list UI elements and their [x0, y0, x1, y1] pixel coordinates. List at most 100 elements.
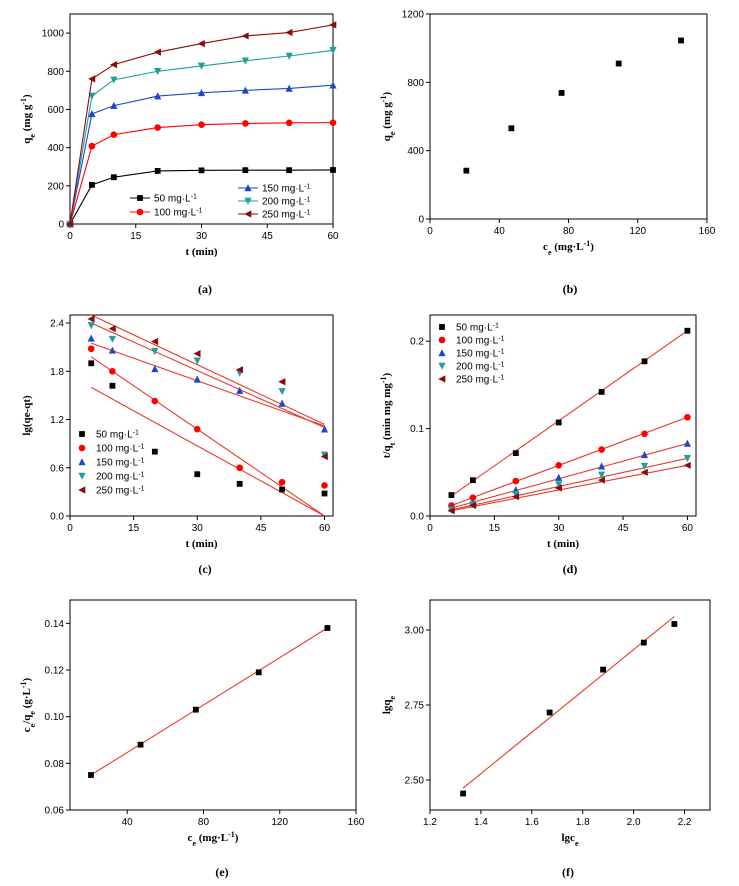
data-point [88, 772, 94, 778]
data-point [329, 119, 337, 126]
y-axis-title: lgqe [381, 695, 397, 714]
x-tick-label: 0 [67, 231, 73, 242]
legend-label: 100 mg·L-1 [96, 443, 145, 455]
legend-marker [439, 324, 445, 330]
y-tick-label: 400 [47, 143, 64, 154]
series-line-2 [69, 122, 334, 225]
data-point [137, 741, 144, 748]
data-point [193, 375, 201, 383]
data-point [88, 110, 96, 118]
data-point [279, 486, 285, 493]
legend-marker [438, 336, 446, 344]
data-point [193, 425, 201, 433]
chart-panel-e: 40 80 120 160 0.06 0.08 0.10 0.12 0.14 ce (mg·L-1… [19, 599, 365, 879]
panel-label: (b) [563, 282, 578, 296]
fit-line-3 [91, 342, 325, 427]
data-point [683, 439, 692, 447]
data-point [512, 477, 520, 485]
data-point [598, 471, 606, 479]
legend-label: 200 mg·L-1 [96, 471, 145, 483]
data-point [242, 167, 249, 174]
legend-entry: 250 mg·L-1 [238, 209, 311, 221]
data-point [470, 477, 476, 484]
data-point [151, 347, 159, 355]
legend-entry: 50 mg·L-1 [439, 322, 499, 334]
legend-entry: 50 mg·L-1 [79, 429, 139, 441]
fit-line-1 [90, 627, 328, 776]
x-tick-label: 1.6 [525, 817, 539, 828]
panel-label: (a) [198, 282, 212, 296]
data-point [193, 357, 201, 365]
fit-line-5 [90, 314, 325, 425]
data-point [684, 413, 691, 421]
fit-line-2 [90, 356, 325, 517]
x-tick-label: 45 [255, 523, 267, 534]
data-point [154, 168, 161, 174]
data-point [278, 399, 286, 407]
x-tick-label: 1.4 [474, 817, 488, 828]
data-point [192, 706, 199, 713]
legend-entry: 100 mg·L-1 [130, 207, 203, 219]
x-tick-label: 1.8 [576, 817, 590, 828]
x-tick-label: 40 [494, 226, 506, 237]
data-point [194, 471, 201, 478]
legend-entry: 100 mg·L-1 [438, 335, 505, 347]
data-point [236, 386, 244, 394]
legend-label: 50 mg·L-1 [154, 193, 197, 205]
data-point [154, 92, 162, 100]
y-tick-label: 0 [418, 215, 424, 226]
legend-entry: 150 mg·L-1 [438, 348, 505, 360]
data-point [88, 142, 96, 150]
y-axis-title: lg(qe-qt) [21, 395, 33, 436]
data-point [600, 666, 606, 673]
y-tick-label: 2.50 [405, 776, 425, 787]
y-tick-label: 2.4 [50, 319, 64, 330]
x-tick-label: 15 [128, 523, 140, 534]
plot-frame [69, 599, 357, 811]
y-tick-label: 1000 [42, 29, 65, 40]
legend-marker [244, 184, 252, 192]
data-point [321, 482, 328, 489]
data-point [197, 89, 206, 97]
y-tick-label: 0.14 [45, 619, 65, 630]
y-axis-title: ce/qe (g·L-1) [19, 677, 37, 732]
x-tick-label: 120 [271, 817, 288, 828]
data-point [640, 639, 647, 646]
x-tick-label: 30 [196, 231, 208, 242]
x-tick-label: 80 [563, 226, 575, 237]
data-point [110, 174, 117, 181]
legend-marker [78, 458, 86, 466]
data-point [508, 125, 515, 132]
data-point [89, 181, 95, 188]
legend-label: 100 mg·L-1 [456, 335, 505, 347]
fit-line-1 [462, 616, 675, 789]
data-point [109, 382, 116, 389]
panel-label: (e) [215, 865, 228, 879]
x-tick-label: 15 [489, 523, 501, 534]
legend-entry: 50 mg·L-1 [130, 193, 197, 205]
legend-entry: 150 mg·L-1 [238, 183, 311, 195]
data-point [236, 480, 243, 487]
y-tick-label: 1.8 [50, 367, 64, 378]
x-tick-label: 80 [198, 817, 210, 828]
data-point [108, 335, 117, 343]
legend-marker [438, 375, 446, 383]
data-point [469, 501, 477, 510]
y-tick-label: 0.10 [45, 712, 65, 723]
legend-entry: 200 mg·L-1 [78, 471, 145, 483]
legend-label: 100 mg·L-1 [154, 207, 203, 219]
legend-marker [438, 349, 446, 357]
data-point [555, 473, 563, 481]
data-point [615, 60, 622, 67]
y-tick-label: 0.06 [45, 806, 65, 817]
legend-entry: 250 mg·L-1 [438, 374, 505, 386]
fit-line-1 [451, 330, 688, 497]
data-point [512, 490, 520, 498]
data-point [285, 119, 293, 127]
legend-label: 250 mg·L-1 [262, 209, 311, 221]
legend-label: 250 mg·L-1 [456, 374, 505, 386]
legend-marker [78, 486, 86, 494]
x-axis-title: lgce [561, 832, 578, 848]
